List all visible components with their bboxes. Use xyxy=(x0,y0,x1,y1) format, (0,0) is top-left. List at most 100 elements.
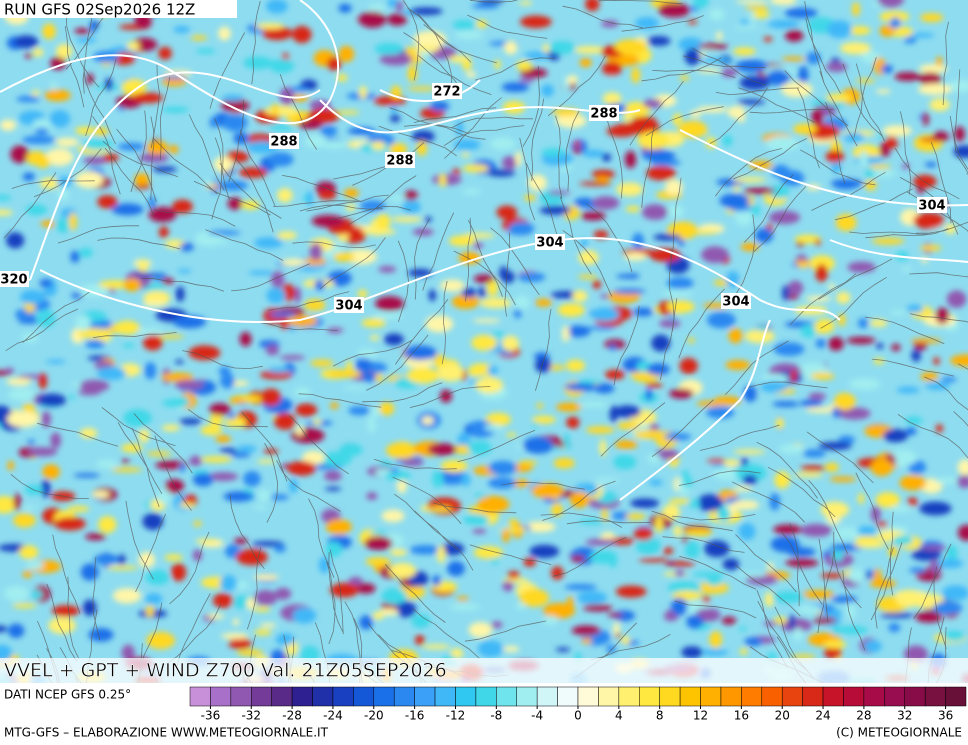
field-blob xyxy=(647,453,661,464)
streamline xyxy=(273,200,357,207)
field-blob xyxy=(161,106,189,113)
field-blob xyxy=(548,41,576,55)
field-blob xyxy=(915,611,943,623)
field-blob xyxy=(379,52,413,66)
field-blob xyxy=(148,206,177,223)
field-blob xyxy=(773,342,805,357)
field-blob xyxy=(348,142,355,148)
streamline xyxy=(403,124,486,140)
field-blob xyxy=(507,571,520,579)
field-blob xyxy=(896,386,920,394)
streamline xyxy=(298,393,382,408)
field-blob xyxy=(461,287,477,298)
field-blob xyxy=(42,23,56,40)
field-blob xyxy=(696,106,729,113)
field-blob xyxy=(684,529,713,537)
field-blob xyxy=(873,568,882,584)
colorbar-tick-label: 20 xyxy=(775,709,790,723)
field-blob xyxy=(126,41,140,51)
field-blob xyxy=(287,461,317,476)
field-blob xyxy=(309,242,323,261)
field-blob xyxy=(472,528,487,534)
streamline xyxy=(239,129,276,207)
streamline xyxy=(417,54,492,95)
streamline xyxy=(441,280,448,365)
field-blob xyxy=(731,500,760,510)
field-blob xyxy=(727,105,746,119)
field-blob xyxy=(206,613,225,619)
colorbar-swatch xyxy=(189,686,211,707)
field-blob xyxy=(847,261,876,273)
field-blob xyxy=(519,0,533,5)
field-blob xyxy=(786,294,799,300)
streamline xyxy=(229,493,265,569)
field-blob xyxy=(689,110,702,118)
streamline xyxy=(855,472,889,550)
field-blob xyxy=(674,570,685,576)
field-blob xyxy=(888,545,898,558)
field-blob xyxy=(798,65,809,84)
streamline xyxy=(749,108,834,114)
field-blob xyxy=(480,297,512,309)
field-blob xyxy=(773,616,788,624)
field-blob xyxy=(411,130,435,143)
field-blob xyxy=(175,396,189,406)
streamline xyxy=(348,175,417,226)
field-blob xyxy=(781,81,813,98)
field-blob xyxy=(734,24,759,30)
field-blob xyxy=(209,403,231,416)
field-blob xyxy=(357,289,368,299)
streamline xyxy=(85,58,117,137)
streamline xyxy=(116,128,157,202)
field-blob xyxy=(738,572,768,577)
field-blob xyxy=(722,558,740,571)
field-blob xyxy=(320,125,338,137)
streamline xyxy=(264,442,279,523)
field-blob xyxy=(920,545,948,551)
colorbar-swatch xyxy=(700,686,722,707)
streamline xyxy=(933,566,947,649)
field-blob xyxy=(471,334,498,351)
field-blob xyxy=(827,20,852,39)
streamline xyxy=(714,148,782,197)
streamline xyxy=(674,600,757,619)
streamline xyxy=(683,55,766,68)
field-blob xyxy=(13,493,21,511)
field-blob xyxy=(785,558,819,568)
field-blob xyxy=(381,509,405,523)
streamline xyxy=(451,116,534,129)
field-blob xyxy=(735,0,769,4)
field-blob xyxy=(74,28,90,35)
field-blob xyxy=(823,640,847,649)
field-blob xyxy=(574,46,606,54)
field-blob xyxy=(371,313,403,320)
streamline xyxy=(117,422,163,495)
field-blob xyxy=(531,483,564,499)
field-blob xyxy=(697,581,729,595)
field-blob xyxy=(97,195,118,209)
field-blob xyxy=(390,114,401,123)
field-blob xyxy=(464,424,471,435)
field-blob xyxy=(0,119,17,131)
field-blob xyxy=(91,490,110,499)
field-blob xyxy=(709,630,722,649)
field-blob xyxy=(21,505,38,510)
field-blob xyxy=(523,194,537,201)
field-blob xyxy=(778,444,805,454)
streamline xyxy=(282,175,362,203)
field-blob xyxy=(917,83,952,96)
field-blob xyxy=(243,471,261,487)
footer-right: (C) METEOGIORNALE xyxy=(836,726,962,740)
field-blob xyxy=(551,502,563,517)
field-blob xyxy=(86,73,94,86)
run-label-box xyxy=(0,0,237,18)
field-blob xyxy=(825,150,845,163)
field-blob xyxy=(903,37,917,44)
streamline xyxy=(820,276,887,329)
colorbar-swatch xyxy=(577,686,599,707)
streamline xyxy=(731,481,805,523)
field-blob xyxy=(42,464,60,480)
streamline xyxy=(800,149,876,186)
field-blob xyxy=(502,528,510,543)
colorbar-swatch xyxy=(496,686,517,707)
